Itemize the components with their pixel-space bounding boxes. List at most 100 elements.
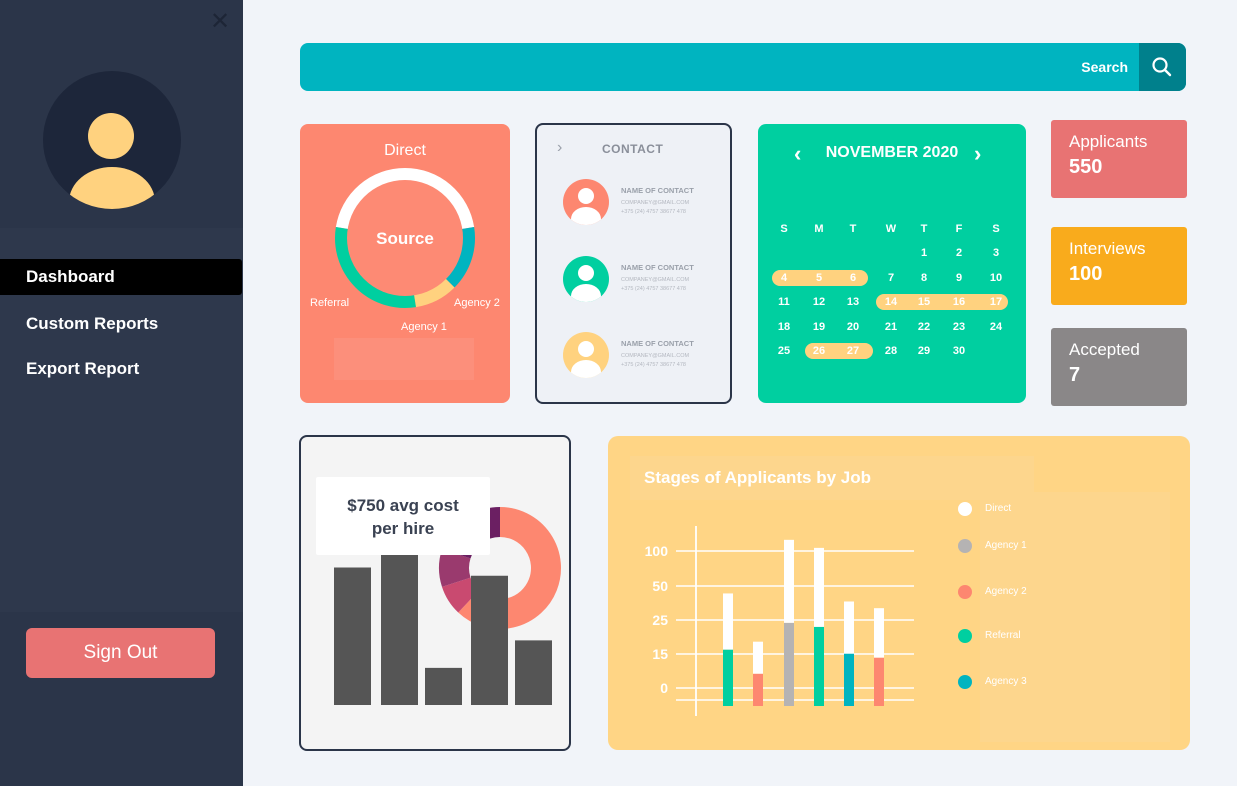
calendar-day[interactable]: 9 bbox=[955, 271, 963, 284]
chevron-left-icon[interactable]: ‹ bbox=[794, 141, 802, 166]
stages-chart-title: Stages of Applicants by Job bbox=[644, 468, 872, 487]
source-slice-agency-1 bbox=[413, 277, 455, 308]
calendar-month-label: NOVEMBER 2020 bbox=[825, 144, 959, 161]
stat-value: 550 bbox=[1069, 156, 1103, 178]
calendar-day[interactable]: 5 bbox=[815, 271, 823, 284]
calendar-day[interactable]: 23 bbox=[952, 320, 966, 333]
sidebar-item-export-report[interactable]: Export Report bbox=[26, 359, 140, 378]
calendar-range-highlight bbox=[772, 270, 868, 286]
search-button[interactable] bbox=[1139, 43, 1186, 91]
legend-dot bbox=[958, 675, 972, 689]
calendar-day[interactable]: 11 bbox=[778, 296, 790, 308]
legend-label: Referral bbox=[985, 630, 1021, 641]
calendar-day[interactable]: 20 bbox=[846, 320, 860, 333]
contact-phone: +375 (24) 4757 38677 478 bbox=[621, 209, 686, 215]
legend-dot bbox=[958, 585, 972, 599]
contact-phone: +375 (24) 4757 38677 478 bbox=[621, 286, 686, 292]
calendar-day[interactable]: 13 bbox=[846, 296, 860, 308]
contact-name: NAME OF CONTACT bbox=[621, 263, 694, 272]
calendar-day[interactable]: 18 bbox=[777, 320, 791, 333]
calendar-weekday: M bbox=[814, 223, 824, 235]
legend-dot bbox=[958, 502, 972, 516]
stages-legend-band bbox=[980, 492, 1170, 742]
chevron-right-icon[interactable]: › bbox=[557, 139, 563, 156]
source-card: Direct Source Referral Agency 2 Agency 1 bbox=[300, 124, 510, 403]
avatar-head bbox=[88, 113, 134, 159]
cost-bar bbox=[515, 640, 552, 705]
avatar[interactable] bbox=[43, 71, 181, 209]
stat-card-accepted[interactable]: Accepted 7 bbox=[1051, 328, 1187, 406]
sidebar-item-dashboard[interactable]: Dashboard bbox=[0, 259, 242, 295]
calendar-day[interactable]: 15 bbox=[917, 296, 931, 308]
calendar-day[interactable]: 19 bbox=[812, 320, 826, 333]
search-bar[interactable]: Search bbox=[300, 43, 1186, 91]
calendar-day[interactable]: 10 bbox=[989, 271, 1003, 284]
calendar-day[interactable]: 17 bbox=[989, 296, 1003, 308]
sidebar-item-custom-reports[interactable]: Custom Reports bbox=[26, 314, 159, 333]
calendar-day[interactable]: 7 bbox=[887, 271, 895, 284]
calendar-day[interactable]: 8 bbox=[920, 271, 928, 284]
stat-value: 100 bbox=[1069, 263, 1103, 285]
contact-email: COMPANEY@GMAIL.COM bbox=[621, 200, 690, 206]
calendar-weekday: F bbox=[955, 223, 963, 235]
source-label-agency-1: Agency 1 bbox=[401, 321, 447, 333]
contact-avatar-icon bbox=[563, 179, 609, 225]
legend-label: Agency 3 bbox=[985, 676, 1027, 687]
stages-bar-top bbox=[723, 593, 733, 650]
calendar-day[interactable]: 16 bbox=[952, 296, 966, 308]
calendar-day[interactable]: 26 bbox=[812, 345, 826, 357]
calendar-day[interactable]: 3 bbox=[992, 247, 1000, 259]
calendar-day[interactable]: 27 bbox=[846, 345, 860, 357]
contact-item[interactable]: NAME OF CONTACT COMPANEY@GMAIL.COM +375 … bbox=[563, 332, 723, 382]
stages-bar-top bbox=[844, 601, 854, 654]
calendar-range-highlight bbox=[876, 294, 1008, 310]
search-icon bbox=[1152, 57, 1172, 77]
contact-item[interactable]: NAME OF CONTACT COMPANEY@GMAIL.COM +375 … bbox=[563, 256, 723, 306]
stat-card-interviews[interactable]: Interviews 100 bbox=[1051, 227, 1187, 305]
calendar-day[interactable]: 30 bbox=[952, 345, 966, 357]
stages-bar-base bbox=[814, 626, 824, 706]
stages-bar-chart: 100 50 25 15 0 bbox=[645, 526, 914, 716]
stat-label: Accepted bbox=[1069, 340, 1140, 359]
legend-dot bbox=[958, 539, 972, 553]
calendar-day[interactable]: 21 bbox=[884, 320, 898, 333]
stages-ytick-label: 15 bbox=[652, 646, 668, 662]
calendar-day[interactable]: 25 bbox=[777, 345, 791, 357]
source-label-referral: Referral bbox=[310, 297, 350, 309]
calendar-day[interactable]: 28 bbox=[884, 345, 898, 357]
calendar-day[interactable]: 22 bbox=[917, 320, 931, 333]
cost-note-line-1: $750 avg cost bbox=[347, 496, 459, 515]
contact-card: › CONTACT NAME OF CONTACT COMPANEY@GMAIL… bbox=[535, 123, 732, 404]
contact-name: NAME OF CONTACT bbox=[621, 339, 694, 348]
cost-bar bbox=[471, 575, 508, 705]
chevron-right-icon[interactable]: › bbox=[974, 141, 982, 166]
calendar-card: ‹ › NOVEMBER 2020 S M T W T F S 1 2 3 4 5 6 7 8 9 10 11 12… bbox=[758, 124, 1026, 403]
contact-phone: +375 (24) 4757 38677 478 bbox=[621, 362, 686, 368]
sign-out-button[interactable]: Sign Out bbox=[26, 628, 215, 678]
calendar-weekday: S bbox=[992, 223, 1000, 235]
stages-chart-card: Stages of Applicants by Job 100 50 25 15 0 D… bbox=[608, 436, 1190, 750]
source-label-agency-2: Agency 2 bbox=[454, 297, 500, 309]
contact-item[interactable]: NAME OF CONTACT COMPANEY@GMAIL.COM +375 … bbox=[563, 179, 723, 229]
calendar-day[interactable]: 6 bbox=[849, 271, 857, 284]
stages-ytick-label: 100 bbox=[645, 543, 669, 559]
source-card-footer-box bbox=[334, 338, 474, 380]
search-label: Search bbox=[1081, 59, 1128, 75]
stat-label: Applicants bbox=[1069, 132, 1148, 151]
stat-card-applicants[interactable]: Applicants 550 bbox=[1051, 120, 1187, 198]
calendar-day[interactable]: 12 bbox=[812, 296, 826, 308]
stages-bar-base bbox=[753, 673, 763, 706]
cost-per-hire-card: $750 avg cost per hire bbox=[299, 435, 571, 751]
close-icon[interactable]: ✕ bbox=[209, 8, 231, 35]
cost-donut-slice bbox=[441, 576, 480, 613]
calendar-day[interactable]: 24 bbox=[989, 320, 1003, 333]
calendar-day[interactable]: 1 bbox=[920, 247, 928, 259]
cost-bar bbox=[425, 667, 462, 705]
calendar-day[interactable]: 29 bbox=[917, 345, 931, 357]
calendar-day[interactable]: 2 bbox=[955, 247, 963, 259]
contact-avatar-icon bbox=[563, 256, 609, 302]
contact-name: NAME OF CONTACT bbox=[621, 186, 694, 195]
stages-ytick-label: 0 bbox=[660, 680, 668, 696]
calendar-day[interactable]: 14 bbox=[884, 296, 898, 308]
calendar-day[interactable]: 4 bbox=[780, 271, 788, 284]
